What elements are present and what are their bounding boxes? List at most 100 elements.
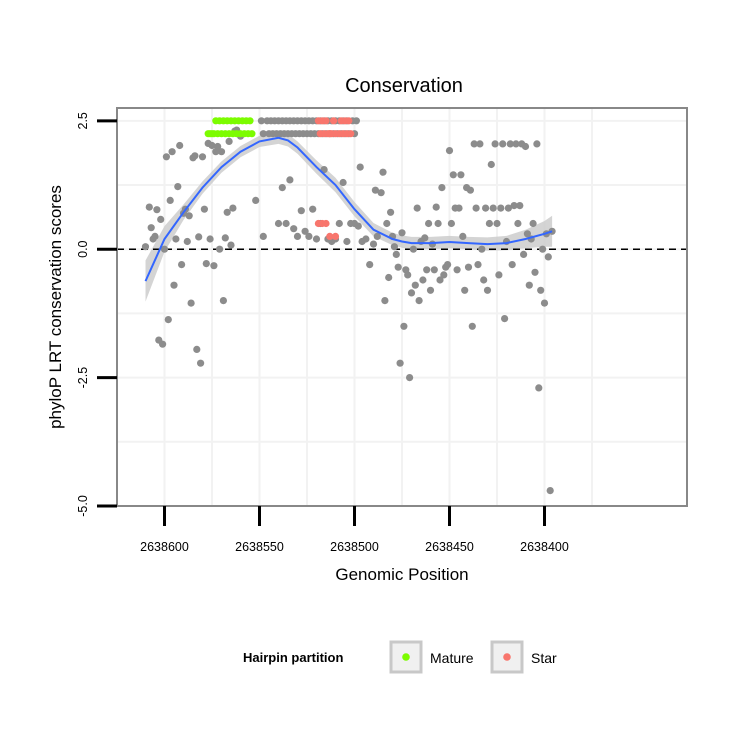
data-point — [164, 316, 172, 324]
data-point — [392, 250, 400, 258]
data-point — [174, 183, 182, 191]
data-point — [225, 137, 233, 145]
data-point — [385, 273, 393, 282]
data-point — [166, 196, 174, 204]
data-point — [508, 261, 516, 269]
data-point — [145, 203, 153, 211]
data-point — [309, 205, 317, 213]
data-point — [523, 230, 532, 238]
star-point — [330, 117, 338, 125]
data-point — [483, 286, 492, 294]
data-point — [257, 117, 265, 125]
data-point — [394, 263, 402, 271]
data-point — [407, 289, 416, 297]
legend-swatch-mature — [402, 653, 410, 661]
data-point — [400, 322, 408, 330]
data-point — [430, 266, 438, 274]
legend: Hairpin partition Mature Star — [243, 640, 557, 674]
x-tick-label: 2638550 — [235, 540, 284, 554]
plot-panel-border — [116, 107, 688, 507]
data-point — [147, 224, 155, 232]
data-point — [489, 204, 497, 212]
data-point — [546, 487, 554, 495]
data-point — [464, 263, 473, 271]
confidence-band-area — [145, 131, 553, 302]
data-point — [259, 232, 267, 240]
data-point — [398, 229, 406, 237]
data-point — [259, 130, 267, 138]
data-point — [539, 245, 547, 253]
data-point — [455, 204, 463, 212]
data-point — [491, 140, 499, 148]
data-point — [468, 322, 476, 330]
data-point — [197, 359, 205, 367]
data-point — [286, 176, 294, 184]
data-point — [461, 286, 469, 294]
data-point — [379, 168, 387, 176]
data-point — [221, 234, 229, 242]
data-point — [200, 205, 208, 213]
data-point — [426, 286, 435, 294]
data-point — [195, 233, 203, 241]
data-point — [482, 204, 490, 212]
smooth-confidence-band — [145, 131, 553, 302]
x-tick-label: 2638500 — [330, 540, 379, 554]
data-point — [297, 207, 305, 215]
data-point — [436, 276, 444, 284]
data-point — [432, 203, 440, 211]
data-point — [159, 340, 167, 348]
data-point — [301, 227, 309, 235]
data-point — [274, 219, 283, 228]
data-point — [537, 286, 545, 294]
data-point — [354, 222, 362, 230]
data-point — [153, 206, 161, 214]
smooth-trend-line — [144, 136, 553, 282]
legend-swatch-star — [503, 653, 511, 661]
data-point — [210, 262, 218, 270]
data-point — [409, 245, 417, 253]
data-point — [381, 297, 389, 305]
data-point — [449, 171, 457, 179]
data-point — [183, 237, 191, 246]
y-tick-label: -5.0 — [76, 495, 90, 517]
data-point — [206, 235, 214, 243]
data-point — [423, 266, 431, 274]
data-point — [290, 225, 298, 233]
data-point — [472, 204, 480, 212]
grid-lines — [117, 108, 687, 506]
data-point — [293, 232, 302, 240]
data-point — [343, 237, 351, 246]
data-point — [366, 261, 374, 269]
legend-label-mature: Mature — [430, 650, 474, 666]
data-point — [383, 219, 391, 228]
data-point — [373, 232, 381, 240]
data-point — [377, 189, 385, 197]
star-point — [331, 232, 340, 240]
smooth-line-path — [144, 136, 553, 282]
data-point — [151, 232, 159, 240]
data-point — [371, 186, 379, 194]
data-point — [525, 281, 533, 289]
y-axis-title: phyloP LRT conservation scores — [46, 185, 65, 429]
x-axis-title: Genomic Position — [335, 565, 468, 584]
data-point — [352, 117, 360, 125]
data-point — [193, 345, 201, 353]
x-tick-label: 2638600 — [140, 540, 189, 554]
data-point — [521, 142, 530, 151]
data-point — [229, 204, 237, 212]
data-point — [369, 240, 378, 248]
data-point — [168, 148, 176, 156]
chart-title: Conservation — [345, 75, 463, 97]
data-point — [312, 235, 321, 243]
data-point — [217, 148, 226, 156]
mature-point — [246, 117, 254, 125]
data-point — [506, 140, 514, 148]
data-point — [162, 153, 170, 161]
data-point — [170, 281, 178, 289]
data-point — [172, 235, 180, 243]
data-point — [415, 297, 423, 305]
data-point — [157, 215, 165, 223]
data-point — [544, 253, 552, 261]
data-point — [335, 219, 343, 228]
data-point — [535, 384, 543, 392]
